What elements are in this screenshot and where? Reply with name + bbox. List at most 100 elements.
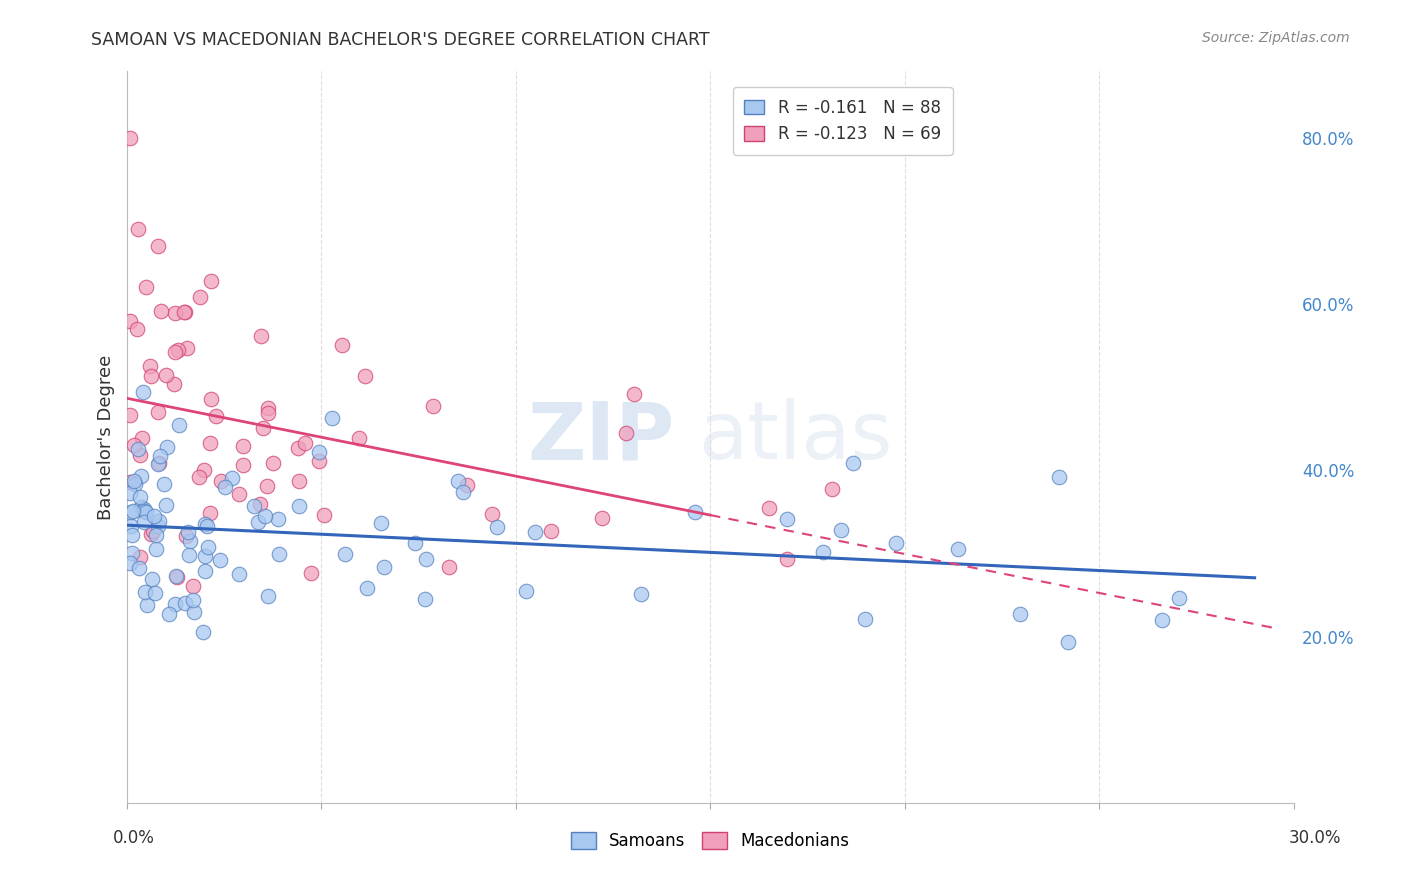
Point [120,519,142,533]
Point [1010,607,1032,621]
Point [127,442,149,457]
Point [193,564,215,578]
Point [232,458,254,472]
Text: atlas: atlas [699,398,893,476]
Point [156,440,179,454]
Point [221,471,243,485]
Point [131,385,153,400]
Point [142,508,165,523]
Point [821,482,844,496]
Point [143,586,166,600]
Point [287,500,309,514]
Point [312,508,335,522]
Point [132,515,155,529]
Point [256,401,278,415]
Point [232,440,254,454]
Point [252,420,274,434]
Point [174,305,197,319]
Point [946,542,969,557]
Point [124,477,146,491]
Point [139,368,162,383]
Point [165,569,187,583]
Point [540,524,562,538]
Point [439,560,461,574]
Point [195,518,218,533]
Point [456,477,478,491]
Point [193,625,215,640]
Point [200,274,222,288]
Point [228,567,250,582]
Point [194,516,217,531]
Y-axis label: Bachelor's Degree: Bachelor's Degree [97,354,115,520]
Point [165,305,187,319]
Point [188,470,211,484]
Point [127,222,149,236]
Point [884,535,907,549]
Point [257,589,280,603]
Text: SAMOAN VS MACEDONIAN BACHELOR'S DEGREE CORRELATION CHART: SAMOAN VS MACEDONIAN BACHELOR'S DEGREE C… [91,31,710,49]
Point [148,514,170,528]
Point [174,596,197,610]
Point [330,338,353,352]
Point [122,438,145,452]
Point [308,454,330,468]
Point [134,585,156,599]
Point [136,598,159,612]
Point [197,541,219,555]
Point [200,392,222,406]
Point [145,527,167,541]
Point [163,377,186,392]
Point [356,581,378,595]
Point [166,343,188,357]
Point [120,314,142,328]
Point [120,505,142,519]
Point [208,553,231,567]
Point [486,520,509,534]
Point [146,458,169,472]
Point [135,504,157,518]
Point [1152,613,1174,627]
Point [308,444,330,458]
Text: 0.0%: 0.0% [112,829,155,847]
Point [141,572,163,586]
Point [179,548,201,562]
Point [415,552,437,566]
Point [321,410,343,425]
Point [138,359,160,373]
Point [155,368,177,382]
Point [591,511,613,525]
Point [155,498,177,512]
Point [269,547,291,561]
Point [370,516,392,530]
Point [228,486,250,500]
Point [415,591,437,606]
Point [149,449,172,463]
Point [481,508,503,522]
Point [120,486,142,500]
Point [146,519,169,533]
Point [128,561,150,575]
Point [129,468,152,483]
Point [167,418,190,433]
Point [524,524,547,539]
Point [294,436,316,450]
Point [249,497,271,511]
Point [173,304,195,318]
Point [299,566,322,580]
Point [198,506,221,520]
Point [288,474,311,488]
Point [179,533,201,548]
Point [120,408,142,422]
Point [157,607,180,621]
Point [128,490,150,504]
Point [165,345,187,359]
Point [122,504,145,518]
Point [194,549,217,563]
Point [183,579,205,593]
Point [127,322,149,336]
Point [243,499,266,513]
Point [132,504,155,518]
Point [121,528,143,542]
Point [132,502,155,516]
Point [148,456,170,470]
